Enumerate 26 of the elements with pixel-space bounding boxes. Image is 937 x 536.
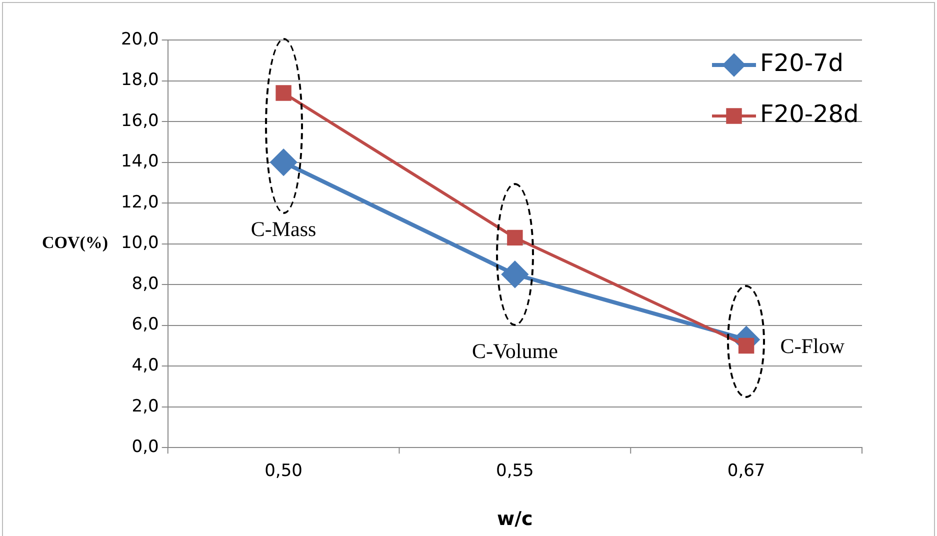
- x-tick-label: 0,55: [496, 461, 534, 482]
- y-tick-label: 12,0: [120, 192, 159, 212]
- y-tick-label: 14,0: [120, 152, 159, 172]
- point: [502, 261, 528, 288]
- point: [276, 85, 292, 101]
- point: [738, 338, 754, 354]
- x-tick-label: 0,50: [264, 461, 302, 482]
- y-tick-label: 10,0: [120, 233, 159, 254]
- y-tick-label: 8,0: [132, 274, 159, 294]
- legend-label: F20-28d: [760, 100, 859, 128]
- legend-label: F20-7d: [760, 49, 844, 78]
- y-axis-title: COV(%): [42, 233, 108, 252]
- annotation: C-Mass: [250, 216, 316, 241]
- annotation: C-Volume: [472, 338, 558, 363]
- annotation: C-Flow: [780, 334, 846, 358]
- y-tick-label: 20,0: [120, 29, 159, 50]
- y-tick-label: 2,0: [132, 396, 159, 416]
- y-tick-label: 6,0: [132, 314, 159, 335]
- y-tick-label: 16,0: [120, 110, 159, 131]
- point: [507, 230, 523, 246]
- y-tick-label: 4,0: [132, 356, 159, 376]
- x-tick-label: 0,67: [727, 461, 766, 482]
- y-tick-label: 18,0: [120, 70, 159, 90]
- point: [270, 149, 297, 176]
- y-tick-label: 0,0: [132, 437, 159, 458]
- x-axis-title: w/c: [497, 508, 533, 530]
